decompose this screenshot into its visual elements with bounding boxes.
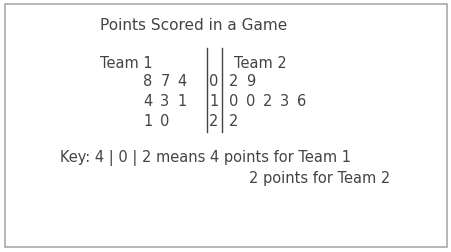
Text: Points Scored in a Game: Points Scored in a Game <box>100 18 287 33</box>
Text: 0: 0 <box>229 93 238 108</box>
Text: 1: 1 <box>209 93 218 108</box>
Text: 2: 2 <box>209 113 218 128</box>
Text: 2: 2 <box>229 73 238 88</box>
Text: 0: 0 <box>246 93 255 108</box>
Text: Team 1: Team 1 <box>100 55 152 70</box>
Text: Key: 4 | 0 | 2 means 4 points for Team 1: Key: 4 | 0 | 2 means 4 points for Team 1 <box>60 149 350 165</box>
Text: 6: 6 <box>297 93 306 108</box>
Text: 2: 2 <box>229 113 238 128</box>
Text: 2: 2 <box>263 93 272 108</box>
Text: 7: 7 <box>160 73 169 88</box>
Text: 4: 4 <box>143 93 152 108</box>
Text: 8: 8 <box>143 73 152 88</box>
Text: 3: 3 <box>160 93 169 108</box>
Text: 4: 4 <box>177 73 186 88</box>
Text: 3: 3 <box>280 93 289 108</box>
Text: 2 points for Team 2: 2 points for Team 2 <box>248 170 389 185</box>
Text: 1: 1 <box>177 93 186 108</box>
Text: 1: 1 <box>143 113 152 128</box>
Text: Team 2: Team 2 <box>234 55 286 70</box>
Text: 0: 0 <box>160 113 169 128</box>
Text: 9: 9 <box>246 73 255 88</box>
Text: 0: 0 <box>209 73 218 88</box>
